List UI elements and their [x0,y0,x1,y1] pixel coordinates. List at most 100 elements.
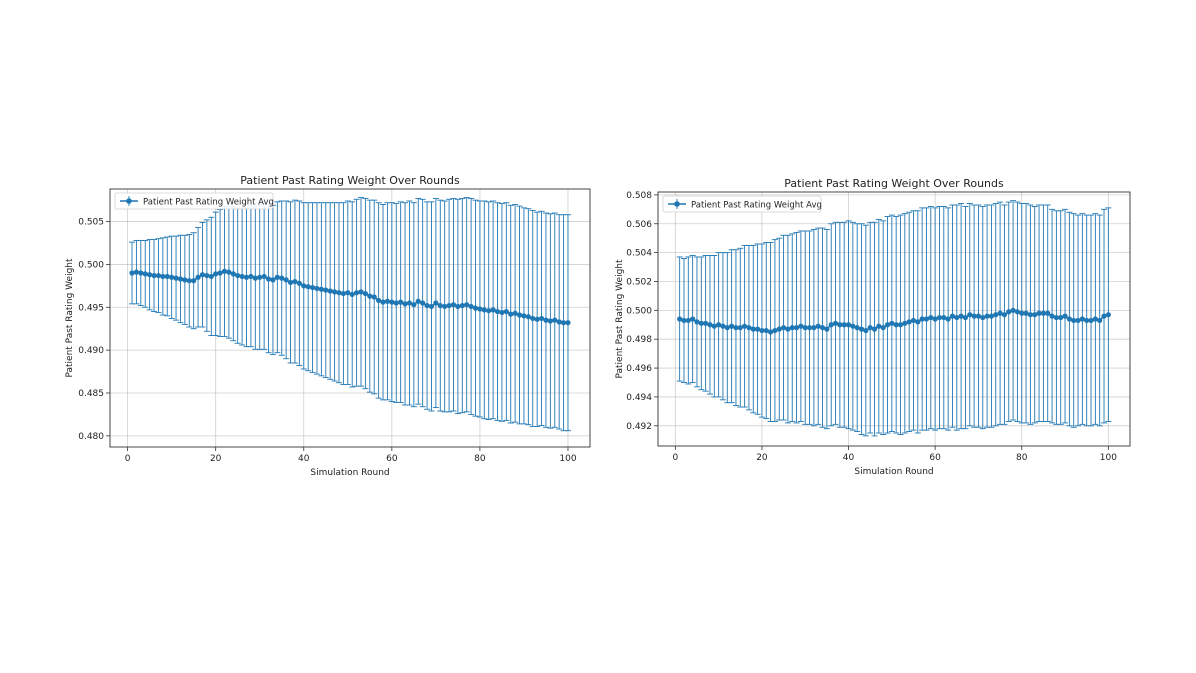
data-point [1105,312,1111,318]
plot-frame [657,191,1131,447]
data-point [759,327,765,334]
data-point [932,316,938,322]
data-point [213,271,219,277]
data-point [424,302,430,309]
data-point [837,322,843,328]
x-tick-label: 60 [929,453,941,463]
data-point [265,276,272,282]
x-tick-label: 40 [298,454,310,464]
data-point [832,320,839,326]
y-tick-label: 0.502 [626,277,652,287]
data-point [327,288,333,294]
data-points [129,268,571,326]
y-tick-label: 0.506 [626,220,652,230]
data-point [754,326,761,332]
data-point [446,302,452,309]
data-point [243,274,250,280]
data-point [980,314,986,321]
data-point [543,317,549,323]
data-point [1023,310,1029,316]
data-point [486,308,492,314]
x-tick-label: 20 [756,453,768,463]
data-point [270,277,276,283]
data-point [565,320,571,326]
data-point [841,322,847,328]
data-point [534,316,540,322]
y-tick-label: 0.495 [78,303,104,313]
data-point [824,326,830,332]
y-tick-label: 0.508 [626,191,652,201]
data-point [503,308,509,315]
data-point [151,272,157,279]
data-point [309,284,316,291]
data-point [685,317,691,324]
data-point [292,278,298,285]
data-point [472,305,479,311]
data-point [1010,307,1016,313]
legend: Patient Past Rating Weight Avg [114,192,274,210]
data-point [129,270,135,276]
data-point [1088,317,1094,324]
data-point [1032,312,1038,318]
data-point [867,325,873,331]
x-tick-label: 0 [125,454,131,464]
data-point [415,298,421,304]
data-point [993,312,999,318]
legend-marker [674,201,680,207]
data-point [789,325,795,331]
data-point [1075,317,1081,324]
data-point [703,320,709,326]
data-point [490,307,496,313]
data-point [199,272,206,278]
data-point [248,273,254,280]
data-point [884,322,891,328]
data-point [371,294,377,300]
data-point [828,322,834,328]
data-point [850,323,856,329]
legend-box [114,192,274,210]
data-point [893,322,899,328]
data-points [677,307,1111,335]
data-point [767,329,774,335]
x-tick-label: 40 [843,453,855,463]
data-point [287,279,294,286]
x-tick-label: 80 [474,454,486,464]
data-point [252,275,258,281]
data-point [186,278,192,284]
data-point [389,299,395,305]
data-point [464,302,470,308]
data-point [806,325,813,331]
y-tick-label: 0.496 [626,364,652,374]
data-point [1049,313,1055,319]
data-point [798,323,804,329]
x-axis-label: Simulation Round [854,467,933,477]
y-axis-label: Patient Past Rating Weight [615,259,625,379]
data-point [340,290,346,297]
data-point [949,313,956,319]
data-point [988,313,995,319]
data-point [919,316,925,322]
data-point [221,268,228,274]
data-point [164,273,170,280]
data-point [336,290,342,296]
data-point [910,317,917,324]
data-point [941,314,947,321]
data-point [1058,314,1064,321]
data-point [876,323,882,329]
chart-svg: Patient Past Rating Weight Over Rounds 0 2… [65,174,591,478]
data-point [525,314,531,320]
data-point [1084,317,1090,324]
data-point [724,325,730,331]
data-point [331,289,338,295]
data-point [962,314,969,321]
data-point [1101,313,1107,319]
data-point [468,303,474,310]
y-tick-label: 0.490 [78,346,104,356]
data-point [975,313,982,319]
y-tick-label: 0.494 [626,393,652,403]
data-point [380,299,386,305]
data-point [133,269,140,275]
data-point [296,280,302,286]
data-point [793,325,800,331]
data-point [1045,310,1051,316]
